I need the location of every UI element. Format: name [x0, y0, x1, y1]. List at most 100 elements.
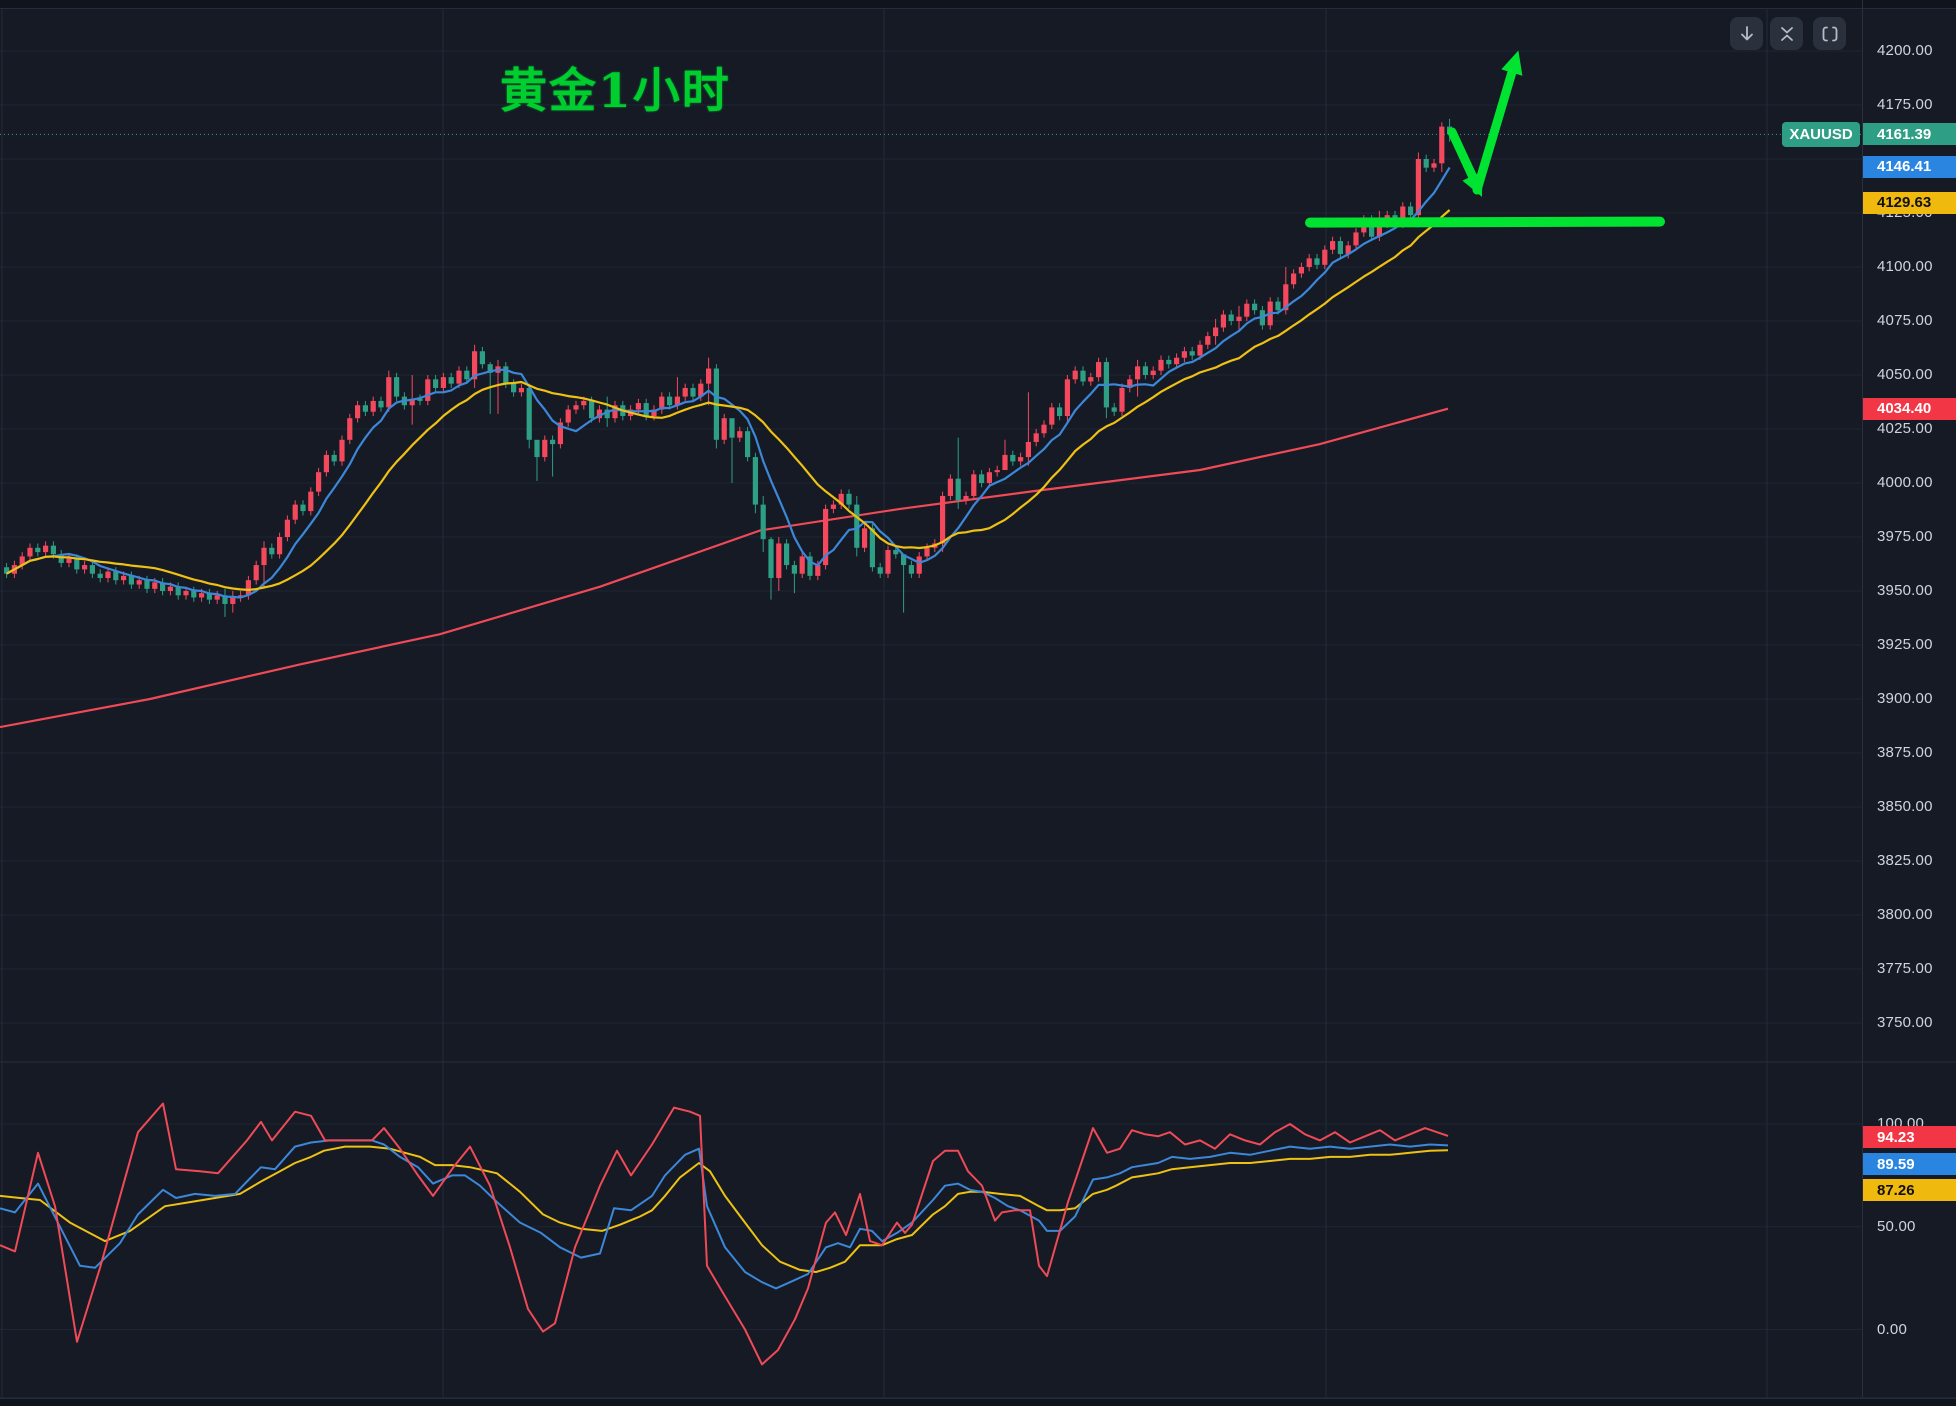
candle-body — [963, 495, 969, 501]
candle-body — [409, 398, 415, 406]
candle-body — [776, 543, 782, 579]
candle — [830, 500, 836, 514]
candle-body — [721, 418, 727, 440]
candle — [1330, 236, 1336, 255]
candle-body — [167, 586, 173, 591]
candle — [979, 470, 985, 488]
candle — [448, 372, 454, 388]
candle — [253, 560, 259, 585]
candle-body — [1228, 314, 1234, 321]
candle-body — [986, 472, 992, 483]
candle — [1213, 318, 1219, 345]
candle — [191, 586, 197, 602]
candle-body — [674, 396, 680, 406]
price-axis[interactable]: 4200.004175.004125.004100.004075.004050.… — [1862, 0, 1956, 1406]
price-last-price: 4161.39 — [1863, 123, 1956, 146]
candle-body — [596, 409, 602, 419]
candle-body — [1408, 206, 1414, 216]
candle — [394, 372, 400, 401]
candle-body — [1127, 379, 1133, 388]
candle-body — [230, 597, 236, 604]
axis-label: 3950.00 — [1877, 582, 1933, 599]
candle — [308, 487, 314, 516]
candle — [869, 524, 875, 572]
candle-body — [1158, 359, 1164, 371]
candle — [1096, 357, 1102, 382]
candle-body — [1072, 370, 1078, 380]
candle-body — [253, 565, 259, 581]
candle — [1018, 452, 1024, 466]
fullscreen-button[interactable] — [1813, 17, 1846, 50]
candle — [1205, 331, 1211, 350]
candle — [1353, 228, 1359, 250]
symbol-price-badge: XAUUSD — [1782, 122, 1860, 147]
candle-body — [534, 439, 540, 458]
ma-slow-red-line — [0, 407, 1449, 729]
candle — [955, 437, 961, 509]
candle — [292, 500, 298, 525]
candle — [1064, 375, 1070, 423]
kdj-pane — [0, 1102, 1449, 1366]
candle-body — [222, 595, 228, 604]
candle-body — [1197, 344, 1203, 356]
candle-body — [183, 591, 189, 596]
chart-title-annotation: 黄金1小时 — [500, 64, 731, 119]
scroll-to-recent-bar-button[interactable] — [1730, 17, 1763, 50]
candle — [1252, 299, 1258, 315]
candle-body — [690, 387, 696, 397]
candle — [1111, 403, 1117, 417]
support-trendline[interactable] — [1305, 216, 1665, 228]
candle — [472, 344, 478, 388]
kdj-j-line — [0, 1102, 1449, 1366]
kdj-kdj-k-value: 89.59 — [1863, 1153, 1956, 1175]
candle-body — [706, 368, 712, 384]
candle-body — [97, 573, 103, 579]
candle — [885, 545, 891, 579]
candle-body — [27, 547, 33, 557]
candle-body — [113, 571, 119, 581]
candle-body — [565, 409, 571, 423]
candle — [994, 465, 1000, 477]
breakout-arrow-up-shaft[interactable] — [1472, 68, 1517, 195]
candle-body — [807, 556, 813, 576]
candle-body — [35, 547, 41, 553]
candle — [768, 537, 774, 600]
candle — [518, 383, 524, 397]
candle-body — [175, 586, 181, 596]
candle — [1142, 362, 1148, 380]
pullback-arrow-down-shaft[interactable] — [1447, 127, 1477, 181]
maximize-pane-button[interactable] — [1770, 17, 1803, 50]
candle-body — [472, 351, 478, 380]
grid-lines — [0, 9, 1862, 1398]
candle-body — [752, 457, 758, 505]
kdj-kdj-d-value: 87.26 — [1863, 1179, 1956, 1201]
candle-body — [1291, 273, 1297, 285]
candle-body — [425, 379, 431, 401]
axis-label: 3900.00 — [1877, 690, 1933, 707]
candle-body — [1376, 223, 1382, 237]
candle-body — [58, 554, 64, 563]
candle — [1103, 357, 1109, 419]
candle — [908, 560, 914, 579]
candle — [1166, 355, 1172, 369]
candle-body — [1010, 454, 1016, 462]
candle — [1181, 346, 1187, 363]
candle — [1220, 310, 1226, 332]
candle-body — [979, 474, 985, 483]
candle — [370, 396, 376, 417]
candle — [706, 357, 712, 406]
candle-body — [737, 431, 743, 438]
breakout-arrow-up-head[interactable] — [1501, 50, 1523, 76]
bottom-edge-strip — [0, 1398, 1956, 1406]
candle-body — [862, 528, 868, 548]
candle-body — [971, 474, 977, 496]
candle — [823, 504, 829, 570]
candle — [89, 560, 95, 579]
candle — [1298, 262, 1304, 278]
candle-body — [1057, 407, 1063, 417]
candle-body — [1252, 303, 1258, 311]
candle-body — [1306, 258, 1312, 267]
candle-body — [698, 383, 704, 397]
candle — [230, 591, 236, 613]
